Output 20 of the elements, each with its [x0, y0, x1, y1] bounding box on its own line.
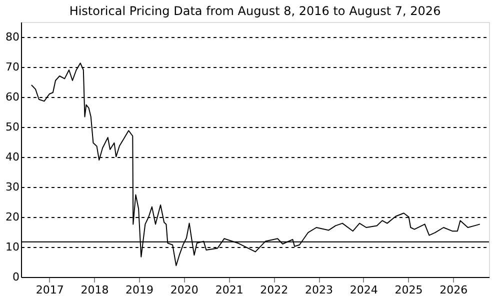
x-tick-label: 2024: [350, 284, 378, 296]
y-tick-label: 60: [6, 90, 20, 104]
y-tick-label: 40: [6, 150, 20, 164]
y-tick-label: 0: [12, 270, 20, 284]
x-tick-label: 2021: [215, 284, 244, 296]
y-tick-label: 50: [6, 120, 20, 134]
x-tick-label: 2026: [440, 284, 468, 296]
y-tick-label: 30: [6, 180, 20, 194]
x-tick-label: 2022: [260, 284, 288, 296]
y-tick-label: 80: [6, 30, 20, 44]
x-tick-label: 2017: [36, 284, 64, 296]
x-tick-label: 2023: [305, 284, 334, 296]
chart-title: Historical Pricing Data from August 8, 2016 to August 7, 2026: [69, 4, 441, 18]
x-tick-label: 2019: [126, 284, 154, 296]
y-tick-label: 20: [6, 210, 20, 224]
x-tick-label: 2018: [80, 284, 109, 296]
y-tick-label: 10: [6, 240, 20, 254]
x-tick-label: 2020: [170, 284, 198, 296]
x-tick-label: 2025: [394, 284, 423, 296]
y-tick-label: 70: [6, 60, 20, 74]
